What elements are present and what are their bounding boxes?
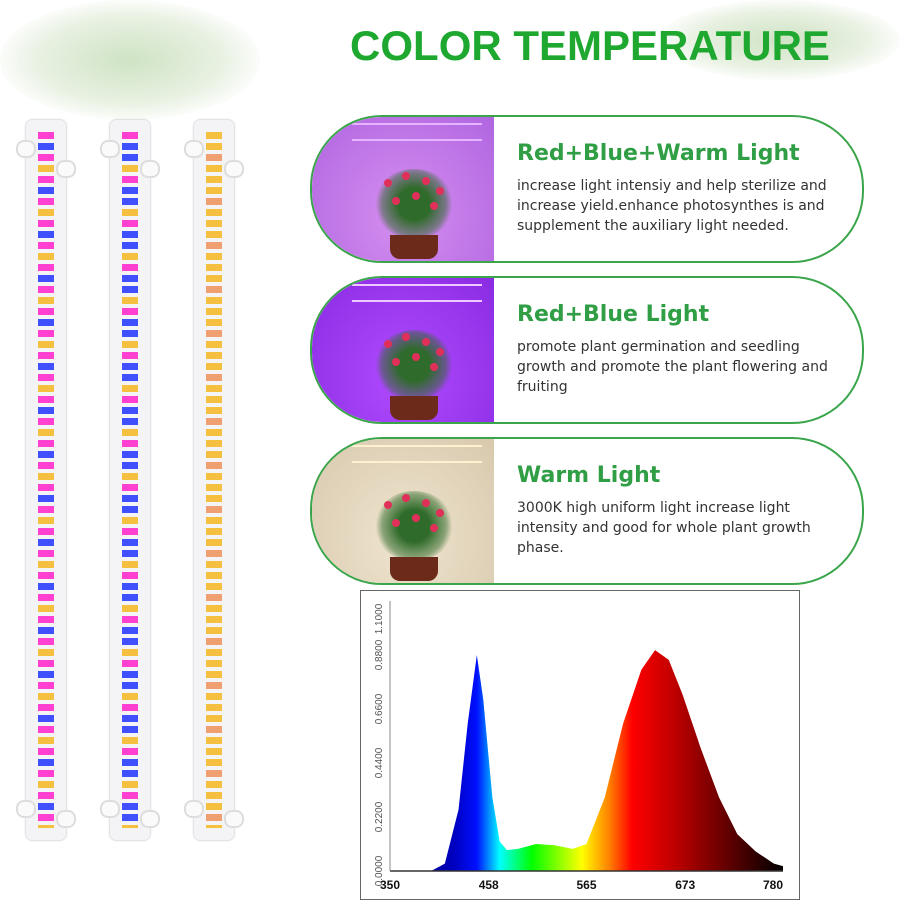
flower xyxy=(436,348,444,356)
mounting-clip xyxy=(140,810,160,828)
grow-lamp xyxy=(352,284,482,302)
flower xyxy=(392,197,400,205)
y-tick-label: 0.8800 xyxy=(374,639,385,670)
x-tick-label: 350 xyxy=(380,878,400,892)
flower xyxy=(436,187,444,195)
y-tick-label: 1.1000 xyxy=(374,603,385,634)
flower xyxy=(402,172,410,180)
leaf-decoration xyxy=(0,0,260,120)
flower xyxy=(430,202,438,210)
leaf-decoration xyxy=(660,0,900,80)
spectrum-chart: 350 458 565 673 780 0.0000 0.2200 0.4400 0.6600 0… xyxy=(360,590,800,900)
led-chips xyxy=(206,132,222,828)
flower xyxy=(384,501,392,509)
flower xyxy=(422,338,430,346)
spectrum-svg: 350 458 565 673 780 0.0000 0.2200 0.4400 0.6600 0… xyxy=(374,601,783,892)
flower xyxy=(402,333,410,341)
flower xyxy=(392,358,400,366)
mounting-clip xyxy=(184,800,204,818)
flower-pot xyxy=(390,235,438,259)
y-tick-label: 0.2200 xyxy=(374,801,385,832)
flower xyxy=(402,494,410,502)
panel-warm: Warm Light 3000K high uniform light incre… xyxy=(310,437,864,585)
panel-red-blue: Red+Blue Light promote plant germination … xyxy=(310,276,864,424)
plant-photo xyxy=(312,278,494,422)
flower xyxy=(422,499,430,507)
flower xyxy=(384,179,392,187)
x-tick-label: 565 xyxy=(576,878,596,892)
mounting-clip xyxy=(224,810,244,828)
flower xyxy=(430,524,438,532)
grow-lamp xyxy=(352,445,482,463)
mounting-clip xyxy=(16,140,36,158)
flower xyxy=(412,514,420,522)
panel-text: 3000K high uniform light increase light … xyxy=(517,500,811,556)
x-tick-label: 673 xyxy=(675,878,695,892)
panel-red-blue-warm: Red+Blue+Warm Light increase light intens… xyxy=(310,115,864,263)
mounting-clip xyxy=(224,160,244,178)
flower xyxy=(430,363,438,371)
led-strip xyxy=(184,120,244,840)
panel-text: increase light intensiy and help sterili… xyxy=(517,178,827,234)
led-strip xyxy=(100,120,160,840)
mounting-clip xyxy=(100,140,120,158)
led-chips xyxy=(38,132,54,828)
mounting-clip xyxy=(140,160,160,178)
mounting-clip xyxy=(100,800,120,818)
panel-heading: Red+Blue+Warm Light xyxy=(517,141,800,166)
flower xyxy=(392,519,400,527)
flower xyxy=(436,509,444,517)
panel-text: promote plant germination and seedling g… xyxy=(517,339,828,395)
page-title: COLOR TEMPERATURE xyxy=(350,22,830,69)
y-tick-label: 0.4400 xyxy=(374,747,385,778)
mounting-clip xyxy=(184,140,204,158)
flower-pot xyxy=(390,396,438,420)
flower xyxy=(412,353,420,361)
flower xyxy=(422,177,430,185)
y-tick-label: 0.0000 xyxy=(374,855,385,886)
plant-photo xyxy=(312,439,494,583)
x-tick-label: 780 xyxy=(763,878,783,892)
spectrum-area xyxy=(390,650,783,871)
flower xyxy=(412,192,420,200)
mounting-clip xyxy=(16,800,36,818)
panel-heading: Warm Light xyxy=(517,463,661,488)
mounting-clip xyxy=(56,810,76,828)
flower xyxy=(384,340,392,348)
panel-heading: Red+Blue Light xyxy=(517,302,710,327)
grow-lamp xyxy=(352,123,482,141)
led-chips xyxy=(122,132,138,828)
y-tick-label: 0.6600 xyxy=(374,693,385,724)
mounting-clip xyxy=(56,160,76,178)
x-tick-label: 458 xyxy=(479,878,499,892)
led-strip xyxy=(16,120,76,840)
flower-pot xyxy=(390,557,438,581)
plant-photo xyxy=(312,117,494,261)
